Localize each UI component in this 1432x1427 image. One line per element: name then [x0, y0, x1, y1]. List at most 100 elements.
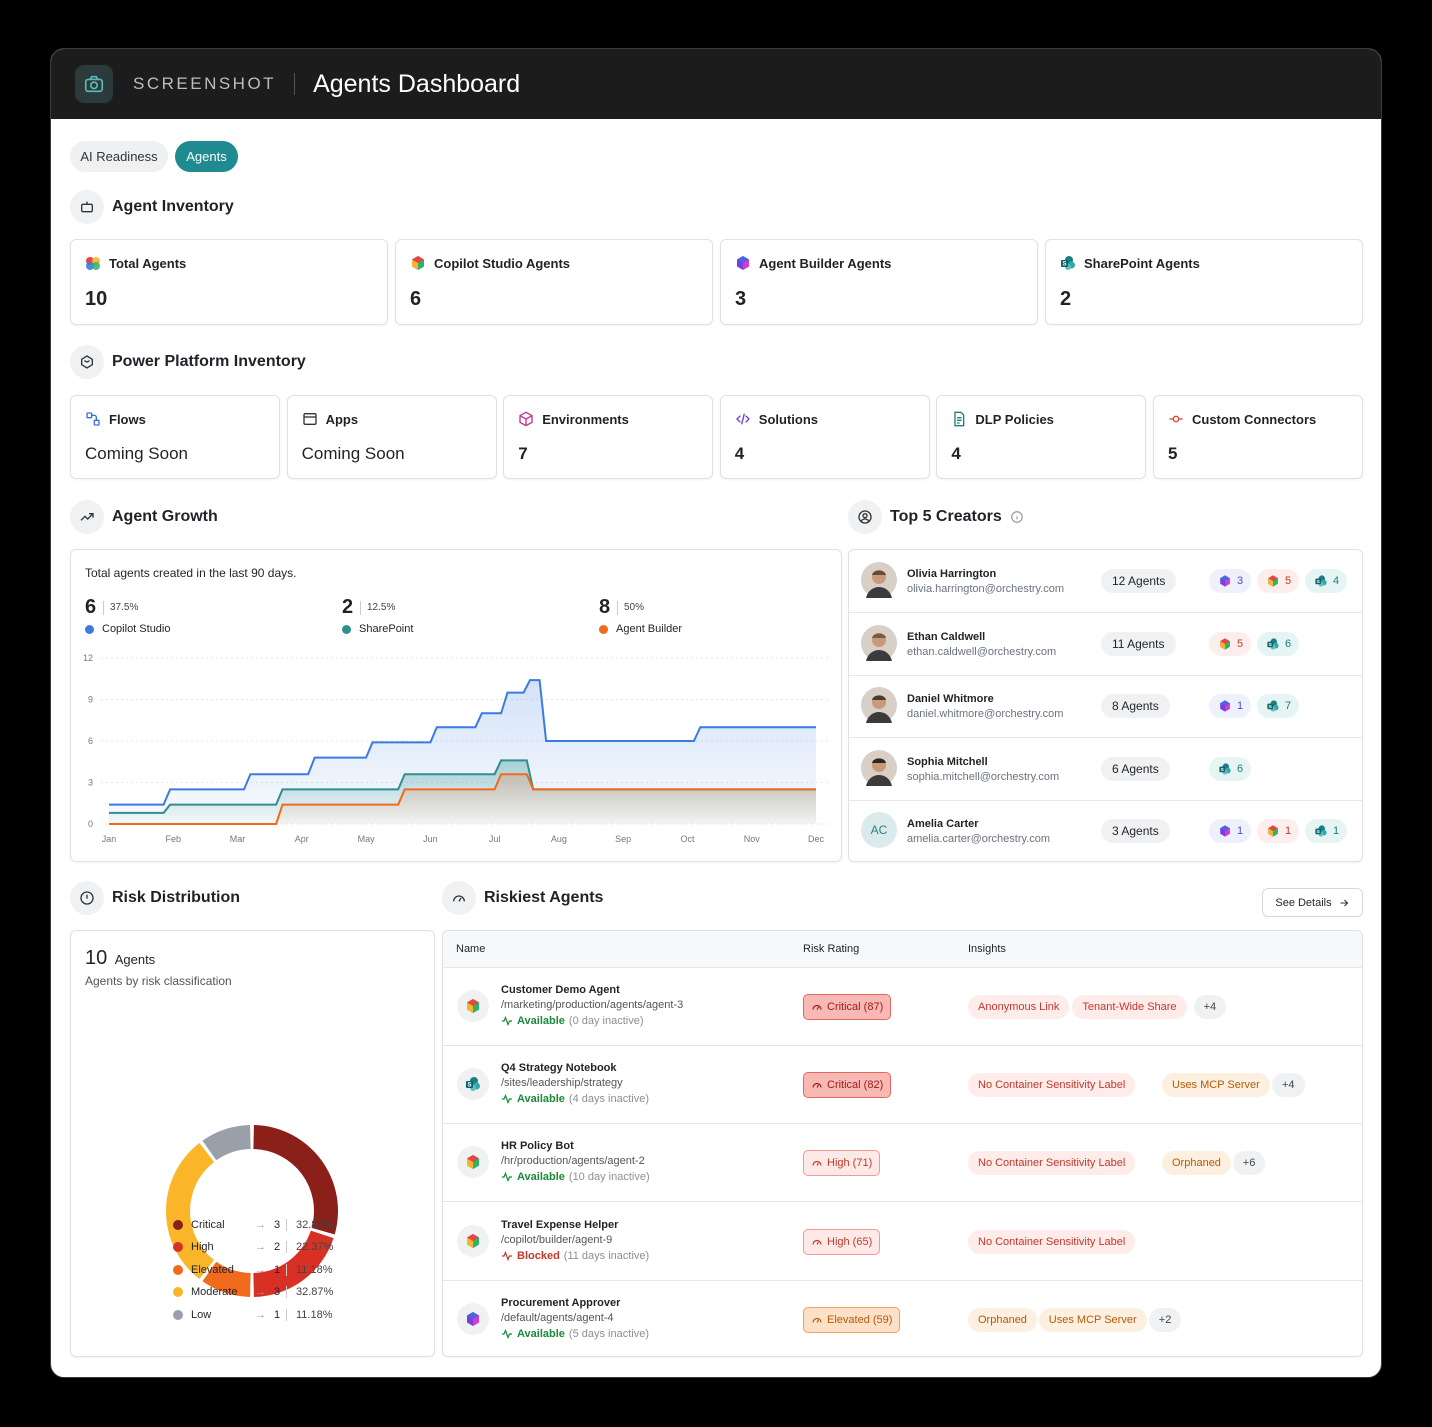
avatar [861, 562, 897, 598]
svg-text:S: S [1317, 579, 1321, 585]
see-details-button[interactable]: See Details [1262, 888, 1363, 917]
activity-icon [501, 1093, 513, 1105]
flows-icon [85, 411, 101, 427]
agent-builder-agents-card[interactable]: Agent Builder Agents 3 [720, 239, 1038, 325]
legend-label: Critical [191, 1219, 225, 1231]
badge-count: 6 [1237, 762, 1244, 775]
table-row[interactable]: Procurement Approver/default/agents/agen… [443, 1281, 1362, 1356]
custom-connectors-card[interactable]: Custom Connectors 5 [1153, 395, 1363, 479]
legend-label: Elevated [191, 1263, 234, 1276]
creator-row[interactable]: Daniel Whitmore daniel.whitmore@orchestry… [849, 675, 1362, 739]
agent-builder-icon [1219, 700, 1232, 713]
svg-text:S: S [1221, 767, 1225, 773]
inactive-duration: (10 day inactive) [568, 1171, 650, 1184]
copilot-studio-icon [410, 255, 426, 271]
section-title: Agent Inventory [112, 198, 234, 215]
riskiest-agents-table: Name Risk Rating Insights Customer Demo … [442, 930, 1363, 1357]
more-insights-badge[interactable]: +6 [1232, 1151, 1266, 1176]
insight-badge: Uses MCP Server [1038, 1307, 1147, 1332]
card-label: DLP Policies [975, 411, 1054, 427]
status-label: Available [517, 1171, 565, 1184]
risk-subtitle: Agents by risk classification [85, 974, 232, 988]
window-title: Agents Dashboard [313, 69, 521, 98]
agent-name[interactable]: Travel Expense Helper [501, 1218, 619, 1231]
inactive-duration: (4 days inactive) [568, 1093, 649, 1106]
stat-divider [617, 601, 618, 615]
activity-icon [501, 1015, 513, 1027]
creator-row[interactable]: Sophia Mitchell sophia.mitchell@orchestry… [849, 738, 1362, 801]
creator-name: Olivia Harrington [907, 568, 997, 580]
legend-dot [173, 1220, 183, 1230]
agent-name[interactable]: HR Policy Bot [501, 1140, 574, 1153]
legend-dot [173, 1287, 183, 1298]
arrow-right-icon: → [255, 1286, 266, 1299]
robot-icon [70, 190, 104, 224]
environments-card[interactable]: Environments 7 [503, 395, 714, 479]
more-insights-badge[interactable]: +2 [1148, 1307, 1182, 1332]
dlp-policies-card[interactable]: DLP Policies 4 [936, 395, 1147, 479]
table-row[interactable]: S Q4 Strategy Notebook/sites/leadership/s… [443, 1046, 1362, 1125]
copilot-studio-icon [457, 1224, 489, 1257]
sharepoint-agents-card[interactable]: S SharePoint Agents 2 [1045, 239, 1363, 325]
table-row[interactable]: Customer Demo Agent/marketing/production… [443, 968, 1362, 1046]
svg-text:S: S [1317, 829, 1321, 835]
gauge-icon [811, 1157, 823, 1169]
stat-value: 2 [342, 596, 354, 618]
solutions-card[interactable]: Solutions 4 [719, 395, 930, 479]
donut-slice-low[interactable] [202, 1125, 251, 1161]
badge-count: 1 [1237, 700, 1244, 713]
info-icon[interactable] [1010, 510, 1024, 524]
copilot-studio-agents-card[interactable]: Copilot Studio Agents 6 [395, 239, 713, 325]
y-tick-label: 9 [88, 695, 93, 705]
tab-agents[interactable]: Agents [175, 141, 238, 172]
section-title: Riskiest Agents [484, 889, 604, 906]
series-line-agent-builder [109, 773, 816, 825]
tab-ai-readiness[interactable]: AI Readiness [70, 141, 168, 172]
risk-distribution-card: 10 Agents Agents by risk classification … [70, 930, 435, 1357]
copilot-studio-icon [1219, 637, 1232, 650]
donut-slice-high[interactable] [253, 1230, 334, 1297]
more-insights-badge[interactable]: +4 [1193, 995, 1227, 1019]
app-window: SCREENSHOT Agents Dashboard AI Readiness… [50, 48, 1382, 1378]
risk-rating-label: High (71) [827, 1157, 873, 1170]
legend-dot [599, 625, 608, 634]
legend-label: Moderate [191, 1286, 238, 1299]
section-title: Top 5 Creators [890, 508, 1002, 525]
creator-row[interactable]: Ethan Caldwell ethan.caldwell@orchestry.c… [849, 613, 1362, 676]
card-value: 7 [518, 444, 528, 463]
agent-builder-count-badge: 3 [1209, 569, 1252, 593]
donut-slice-critical[interactable] [253, 1125, 338, 1235]
creator-email: sophia.mitchell@orchestry.com [907, 770, 1060, 783]
more-insights-badge[interactable]: +4 [1272, 1073, 1305, 1098]
status-label: Blocked [517, 1249, 560, 1262]
insight-badge: Orphaned [1162, 1151, 1231, 1176]
creator-email: amelia.carter@orchestry.com [907, 833, 1050, 846]
card-value: Coming Soon [85, 444, 189, 463]
risk-rating-label: Critical (87) [827, 1001, 884, 1013]
sharepoint-icon: S [1219, 762, 1232, 775]
badge-count: 5 [1285, 575, 1292, 587]
total-agents-card[interactable]: Total Agents 10 [70, 239, 388, 325]
svg-text:S: S [1269, 642, 1273, 648]
table-row[interactable]: Travel Expense Helper/copilot/builder/ag… [443, 1203, 1362, 1281]
creator-email: olivia.harrington@orchestry.com [907, 583, 1065, 595]
creator-row[interactable]: Olivia Harrington olivia.harrington@orche… [849, 550, 1362, 613]
agent-name[interactable]: Q4 Strategy Notebook [501, 1062, 617, 1075]
table-row[interactable]: HR Policy Bot/hr/production/agents/agent… [443, 1124, 1362, 1203]
insight-badge: No Container Sensitivity Label [968, 1229, 1136, 1254]
donut-slice-elevated[interactable] [202, 1261, 251, 1297]
alert-circle-icon [70, 881, 104, 915]
agent-name[interactable]: Procurement Approver [501, 1296, 621, 1309]
sharepoint-icon: S [1267, 637, 1280, 650]
arrow-right-icon: → [255, 1263, 266, 1276]
environments-icon [518, 411, 534, 427]
creator-row[interactable]: AC Amelia Carter amelia.carter@orchestry.c… [849, 800, 1362, 861]
agent-name[interactable]: Customer Demo Agent [501, 984, 620, 996]
badge-count: 5 [1237, 637, 1244, 650]
agent-status: Available (10 day inactive) [501, 1171, 650, 1183]
donut-slice-moderate[interactable] [166, 1142, 215, 1280]
apps-card[interactable]: Apps Coming Soon [286, 395, 497, 479]
agent-builder-count-badge: 1 [1209, 819, 1252, 844]
flows-card[interactable]: Flows Coming Soon [70, 395, 280, 479]
